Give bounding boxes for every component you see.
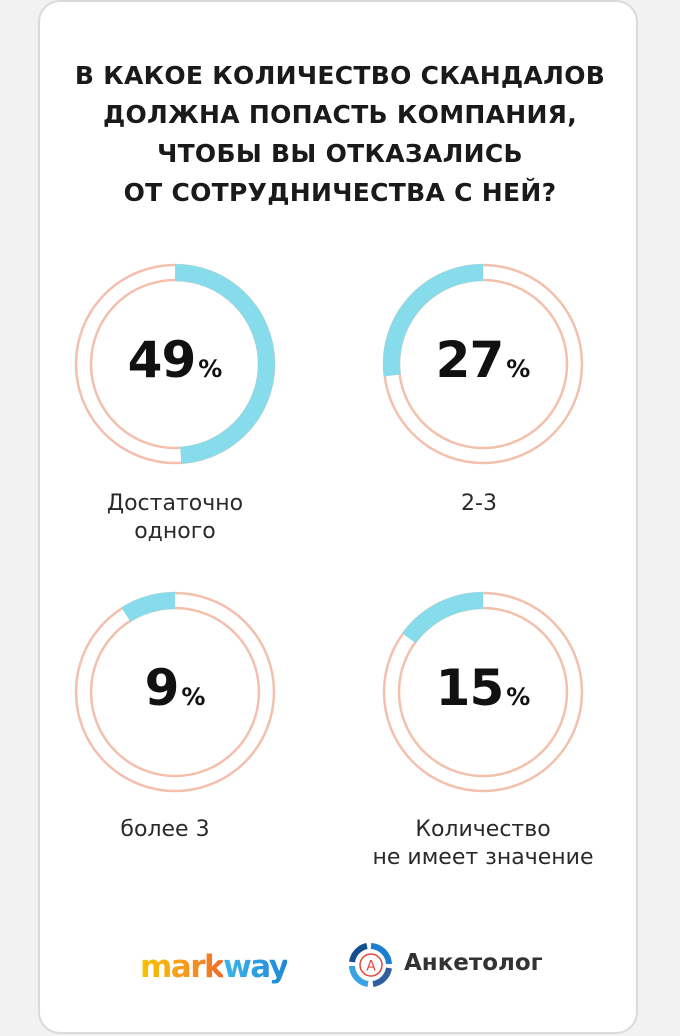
chart-title: В КАКОЕ КОЛИЧЕСТВО СКАНДАЛОВ ДОЛЖНА ПОПА…: [0, 56, 680, 212]
category-label-4-line-2: не имеет значение: [372, 845, 594, 870]
donut-chart-4: 15%: [382, 591, 584, 793]
category-label-1-line-1: Достаточно: [106, 491, 244, 516]
markway-logo-mark: mark: [140, 949, 225, 985]
donut-value-2: 27%: [383, 330, 583, 390]
donut-value-3: 9%: [75, 658, 275, 718]
markway-logo-way: way: [223, 949, 289, 985]
category-label-4: Количество не имеет значение: [353, 816, 613, 872]
donut-value-1: 49%: [75, 330, 275, 390]
title-line-3: ЧТОБЫ ВЫ ОТКАЗАЛИСЬ: [157, 139, 523, 168]
donut-svg-3: [74, 591, 276, 793]
title-line-4: ОТ СОТРУДНИЧЕСТВА С НЕЙ?: [123, 178, 557, 207]
value-unit-3: %: [181, 683, 206, 711]
anketolog-logo-text: Анкетолог: [404, 950, 543, 976]
donut-svg-1: [74, 263, 276, 465]
donut-value-arc: [174, 264, 275, 464]
category-label-3-line-1: более 3: [120, 817, 210, 842]
donut-value-arc: [402, 592, 484, 644]
category-label-2: 2-3: [349, 490, 609, 518]
donut-chart-3: 9%: [74, 591, 276, 793]
donut-svg-4: [382, 591, 584, 793]
markway-logo: markway: [140, 947, 289, 987]
value-number-3: 9: [144, 659, 180, 717]
title-line-1: В КАКОЕ КОЛИЧЕСТВО СКАНДАЛОВ: [74, 61, 606, 90]
category-label-4-line-1: Количество: [415, 817, 551, 842]
category-label-1-line-2: одного: [134, 519, 216, 544]
donut-svg-2: [382, 263, 584, 465]
category-label-3: более 3: [35, 816, 295, 844]
value-unit-1: %: [198, 355, 223, 383]
donut-chart-2: 27%: [382, 263, 584, 465]
value-unit-2: %: [506, 355, 531, 383]
value-number-1: 49: [127, 331, 197, 389]
value-number-4: 15: [435, 659, 505, 717]
title-line-2: ДОЛЖНА ПОПАСТЬ КОМПАНИЯ,: [102, 100, 578, 129]
value-unit-4: %: [506, 683, 531, 711]
donut-value-arc: [121, 592, 176, 623]
donut-value-4: 15%: [383, 658, 583, 718]
value-number-2: 27: [435, 331, 505, 389]
donut-chart-1: 49%: [74, 263, 276, 465]
category-label-1: Достаточно одного: [45, 490, 305, 546]
category-label-2-line-1: 2-3: [461, 491, 497, 516]
anketolog-emblem-letter: A: [366, 959, 376, 975]
survey-card: [38, 0, 638, 1034]
anketolog-emblem-icon: A: [349, 943, 392, 987]
donut-value-arc: [383, 264, 484, 377]
